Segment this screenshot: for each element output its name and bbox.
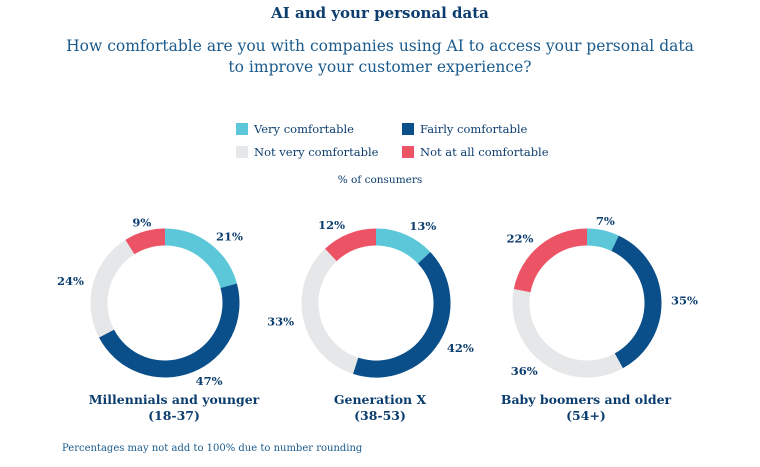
group-label-millennials: Millennials and younger (18-37): [64, 392, 284, 424]
data-label-not-very-comfortable: 24%: [57, 274, 84, 288]
group-label-gen-x: Generation X (38-53): [270, 392, 490, 424]
donut-segment-not-very-comfortable: [512, 289, 623, 378]
data-label-not-at-all-comfortable: 22%: [507, 231, 534, 245]
donut-segment-not-at-all-comfortable: [325, 228, 377, 262]
legend-label: Very comfortable: [254, 122, 354, 136]
chart-title: AI and your personal data: [271, 4, 489, 22]
donut-chart-2: 13% 42% 33% 12%: [267, 218, 474, 378]
group-age: (18-37): [148, 408, 200, 423]
legend-label: Fairly comfortable: [420, 122, 528, 136]
data-label-very-comfortable: 7%: [596, 214, 615, 228]
legend-item-not-very-comfortable: Not very comfortable: [236, 145, 378, 159]
group-label-boomers: Baby boomers and older (54+): [476, 392, 696, 424]
data-label-not-at-all-comfortable: 12%: [318, 218, 345, 232]
group-age: (38-53): [354, 408, 406, 423]
donut-segment-not-at-all-comfortable: [513, 228, 588, 293]
footnote: Percentages may not add to 100% due to n…: [62, 443, 363, 454]
donut-segment-fairly-comfortable: [611, 235, 662, 369]
donut-segment-not-very-comfortable: [90, 239, 135, 338]
legend-swatch: [236, 146, 248, 158]
donut-chart-1: 21% 47% 24% 9%: [57, 215, 243, 388]
donut-segment-fairly-comfortable: [352, 252, 451, 378]
donut-segment-very-comfortable: [164, 228, 237, 289]
group-title: Generation X: [333, 392, 427, 407]
legend-item-very-comfortable: Very comfortable: [236, 122, 354, 136]
legend-swatch: [402, 123, 414, 135]
group-age: (54+): [566, 408, 606, 423]
donut-segment-not-very-comfortable: [301, 248, 359, 374]
donut-segment-very-comfortable: [586, 228, 619, 252]
unit-label: % of consumers: [337, 174, 423, 186]
data-label-not-very-comfortable: 36%: [511, 364, 538, 378]
data-label-very-comfortable: 21%: [216, 229, 243, 243]
legend-item-fairly-comfortable: Fairly comfortable: [402, 122, 527, 136]
data-label-fairly-comfortable: 47%: [196, 374, 223, 388]
legend-item-not-at-all-comfortable: Not at all comfortable: [402, 145, 549, 159]
legend-swatch: [402, 146, 414, 158]
group-title: Millennials and younger: [88, 392, 260, 407]
data-label-very-comfortable: 13%: [409, 219, 436, 233]
data-label-not-at-all-comfortable: 9%: [132, 215, 151, 229]
data-label-fairly-comfortable: 42%: [447, 341, 474, 355]
data-label-not-very-comfortable: 33%: [267, 314, 294, 328]
donut-segment-fairly-comfortable: [98, 283, 240, 378]
group-title: Baby boomers and older: [500, 392, 672, 407]
donut-chart-3: 7% 35% 36% 22%: [507, 214, 698, 378]
donut-segment-not-at-all-comfortable: [125, 228, 166, 255]
chart-subtitle: How comfortable are you with companies u…: [66, 37, 694, 76]
legend-label: Not at all comfortable: [420, 145, 549, 159]
legend-label: Not very comfortable: [254, 145, 379, 159]
donut-segment-very-comfortable: [375, 228, 431, 264]
legend-swatch: [236, 123, 248, 135]
data-label-fairly-comfortable: 35%: [671, 293, 698, 307]
